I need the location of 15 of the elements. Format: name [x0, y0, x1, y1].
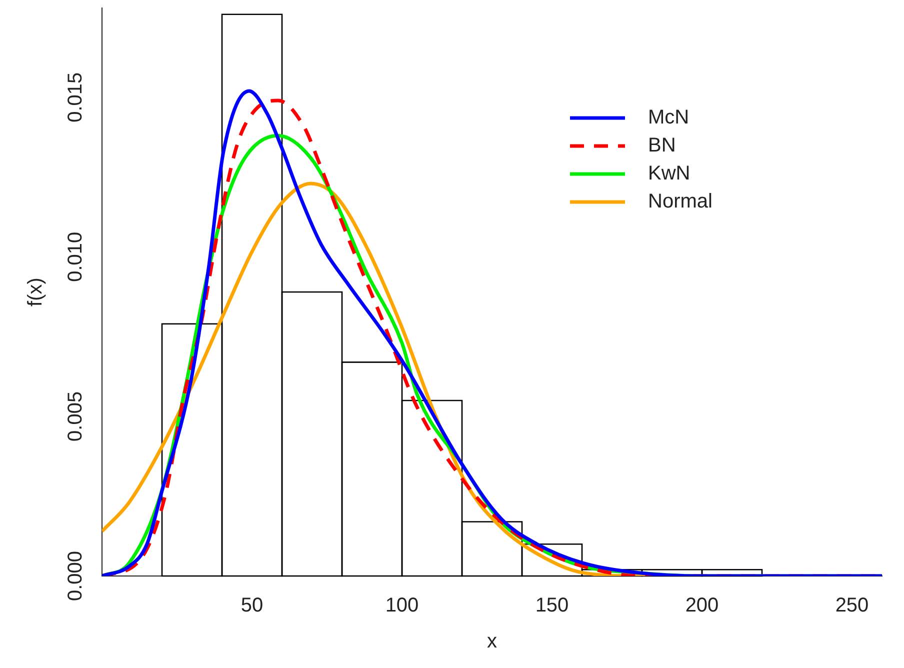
- x-tick-label: 150: [535, 594, 569, 617]
- y-axis-title: f(x): [24, 278, 47, 306]
- y-tick-label: 0.005: [64, 391, 87, 442]
- x-tick-label: 50: [240, 594, 264, 617]
- legend-label: Normal: [648, 190, 712, 213]
- x-axis-title: x: [487, 630, 497, 653]
- y-tick-label: 0.015: [64, 72, 87, 122]
- x-tick-label: 250: [835, 594, 869, 617]
- legend-label: KwN: [648, 162, 690, 185]
- x-tick-label: 100: [385, 594, 419, 617]
- y-tick-label: 0.000: [64, 550, 87, 602]
- legend-label: McN: [648, 106, 690, 129]
- x-tick-label: 200: [685, 594, 719, 617]
- y-tick-label: 0.010: [64, 232, 87, 282]
- legend-label: BN: [648, 134, 676, 157]
